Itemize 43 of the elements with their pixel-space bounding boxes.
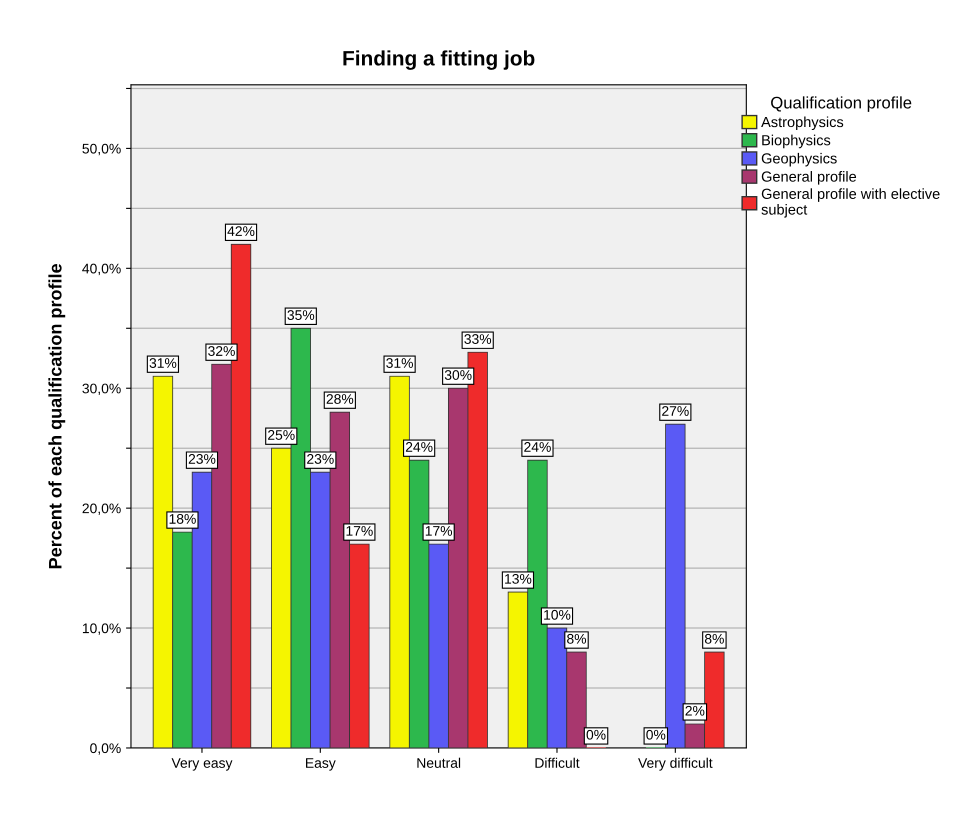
data-label: 0% bbox=[646, 730, 666, 740]
legend-label: Biophysics bbox=[762, 134, 830, 148]
data-label: 0% bbox=[586, 730, 606, 740]
data-label: 42% bbox=[227, 226, 254, 236]
legend-label: General profile bbox=[762, 171, 856, 185]
data-label: 8% bbox=[704, 634, 724, 644]
y-tick-label: 50,0% bbox=[82, 144, 121, 156]
data-label: 17% bbox=[426, 526, 452, 536]
y-tick-label: 0,0% bbox=[90, 743, 121, 755]
data-label: 30% bbox=[444, 370, 472, 380]
data-label: 24% bbox=[406, 442, 433, 452]
data-label: 23% bbox=[307, 454, 334, 464]
data-label: 31% bbox=[386, 358, 413, 368]
data-label: 23% bbox=[188, 454, 216, 464]
y-tick-label: 30,0% bbox=[82, 384, 121, 396]
data-label: 32% bbox=[208, 346, 235, 356]
y-tick-label: 20,0% bbox=[82, 503, 121, 515]
data-label: 10% bbox=[544, 610, 570, 620]
x-tick-label: Easy bbox=[306, 758, 336, 771]
legend-label: General profile with elective subject bbox=[761, 188, 940, 218]
data-label: 24% bbox=[524, 442, 551, 452]
data-label: 35% bbox=[287, 310, 314, 320]
data-label: 33% bbox=[464, 334, 492, 344]
y-tick-label: 10,0% bbox=[82, 623, 121, 635]
data-label: 13% bbox=[505, 574, 532, 584]
y-axis-title: Percent of each qualification profile bbox=[48, 264, 66, 568]
legend-label: Geophysics bbox=[762, 152, 837, 166]
data-label: 31% bbox=[150, 358, 176, 368]
y-tick-label: 40,0% bbox=[82, 264, 121, 276]
data-label: 27% bbox=[662, 406, 689, 416]
data-label: 28% bbox=[326, 394, 354, 404]
x-tick-label: Neutral bbox=[417, 758, 460, 768]
data-label: 2% bbox=[686, 706, 704, 716]
data-label: 25% bbox=[268, 430, 295, 440]
chart-title: Finding a fitting job bbox=[343, 50, 534, 70]
x-tick-label: Very difficult bbox=[638, 758, 713, 771]
legend-label: Astrophysics bbox=[761, 116, 844, 130]
data-label: 8% bbox=[567, 634, 586, 644]
legend-title: Qualification profile bbox=[771, 96, 912, 112]
x-tick-label: Very easy bbox=[172, 758, 232, 771]
data-label: 17% bbox=[346, 526, 373, 536]
x-tick-label: Difficult bbox=[535, 758, 580, 768]
data-label: 18% bbox=[170, 514, 196, 524]
